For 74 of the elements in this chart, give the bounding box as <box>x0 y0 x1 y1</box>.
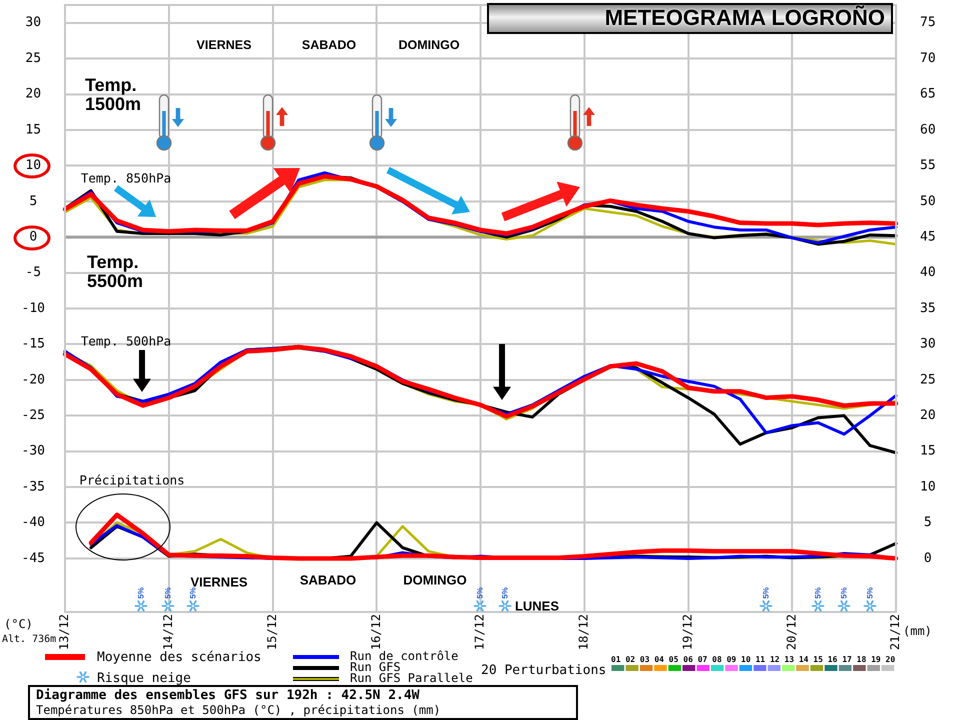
y-tick-label: 10 <box>25 158 42 174</box>
annotation: Temp. 1500m <box>85 75 142 114</box>
y2-tick-label: 55 <box>920 158 936 174</box>
x-tick-label: 19/12 <box>680 614 694 650</box>
x-tick-label: 13/12 <box>57 614 72 650</box>
annotation: 5% <box>814 587 822 599</box>
y2-tick-label: 20 <box>920 408 936 423</box>
annotation: Temp. 500hPa <box>80 334 172 348</box>
annotation: Temp. 5500m <box>87 252 144 291</box>
legend-label: Run GFS Parallele <box>350 671 473 685</box>
y2-axis-title: (mm) <box>903 624 932 638</box>
y-tick-label: 30 <box>25 15 42 30</box>
annotation: 5% <box>136 587 146 599</box>
y2-tick-label: 15 <box>920 444 936 459</box>
annotation: 5% <box>164 587 172 599</box>
y-tick-label: 0 <box>29 229 38 244</box>
text: Risque neige <box>97 671 191 686</box>
annotation: DOMINGO <box>398 38 460 52</box>
x-tick-label: 20/12 <box>784 614 798 650</box>
x-tick-label: 16/12 <box>368 614 383 650</box>
y-tick-label: -45 <box>22 550 45 566</box>
y2-tick-label: 25 <box>920 372 936 388</box>
y-tick-label: -5 <box>25 265 42 280</box>
text: Températures 850hPa et 500hPa (°C) , précipitations (mm) <box>36 703 441 717</box>
y-tick-label: 15 <box>25 122 42 138</box>
y2-tick-label: 30 <box>920 336 936 352</box>
annotation: 5% <box>866 587 874 599</box>
annotation: SABADO <box>300 572 356 588</box>
y-tick-label: -15 <box>22 336 45 352</box>
annotation: DOMINGO <box>403 572 467 588</box>
y2-tick-label: 50 <box>920 194 936 209</box>
annotation: VIERNES <box>196 38 252 52</box>
text: Diagramme des ensembles GFS sur 192h : 42.5N 2.4W <box>36 688 420 703</box>
y-tick-label: 5 <box>29 194 38 209</box>
annotation: SABADO <box>302 38 356 52</box>
y2-tick-label: 0 <box>924 550 932 566</box>
x-tick-label: 14/12 <box>161 614 175 650</box>
chart-title: METEOGRAMA LOGROÑO <box>604 5 885 30</box>
y2-tick-label: 45 <box>920 229 936 244</box>
legend-label: Run GFS <box>350 660 401 674</box>
legend-label: Run de contrôle <box>350 649 458 663</box>
y-axis-title: (°C) <box>4 617 33 631</box>
annotation: 5% <box>500 587 510 599</box>
y2-tick-label: 40 <box>920 265 936 280</box>
text: 20 Perturbations <box>481 663 606 678</box>
y2-tick-label: 5 <box>924 515 932 530</box>
annotation: 5% <box>840 587 848 599</box>
y-tick-label: -40 <box>22 515 45 530</box>
annotation: Précipitations <box>79 472 185 488</box>
x-tick-label: 21/12 <box>888 614 902 650</box>
x-tick-label: 17/12 <box>472 614 487 650</box>
x-tick-label: 18/12 <box>576 614 590 650</box>
y-tick-label: -35 <box>22 479 45 494</box>
annotation: LUNES <box>514 598 560 614</box>
annotation: Temp. 850hPa <box>80 170 172 186</box>
y-tick-label: -20 <box>22 372 45 388</box>
legend-label: Moyenne des scénarios <box>97 650 262 665</box>
text: 01 02 03 04 05 06 07 08 09 10 11 12 13 14 15 16 17 18 19 20 <box>611 655 896 664</box>
y2-tick-label: 60 <box>920 122 936 138</box>
y2-tick-label: 35 <box>920 300 936 316</box>
y2-tick-label: 70 <box>920 50 936 66</box>
text: Alt. 736m <box>2 634 56 645</box>
annotation: 5% <box>762 587 770 599</box>
y2-tick-label: 10 <box>920 479 936 494</box>
y2-tick-label: 65 <box>920 86 936 102</box>
x-tick-label: 15/12 <box>264 614 279 650</box>
y-tick-label: -30 <box>22 444 45 459</box>
y-tick-label: 20 <box>25 86 42 102</box>
y2-tick-label: 75 <box>920 15 936 30</box>
y-tick-label: -10 <box>22 300 45 316</box>
y-tick-label: -25 <box>22 408 45 423</box>
annotation: 5% <box>476 587 484 599</box>
annotation: 5% <box>188 587 198 599</box>
y-tick-label: 25 <box>25 50 42 66</box>
